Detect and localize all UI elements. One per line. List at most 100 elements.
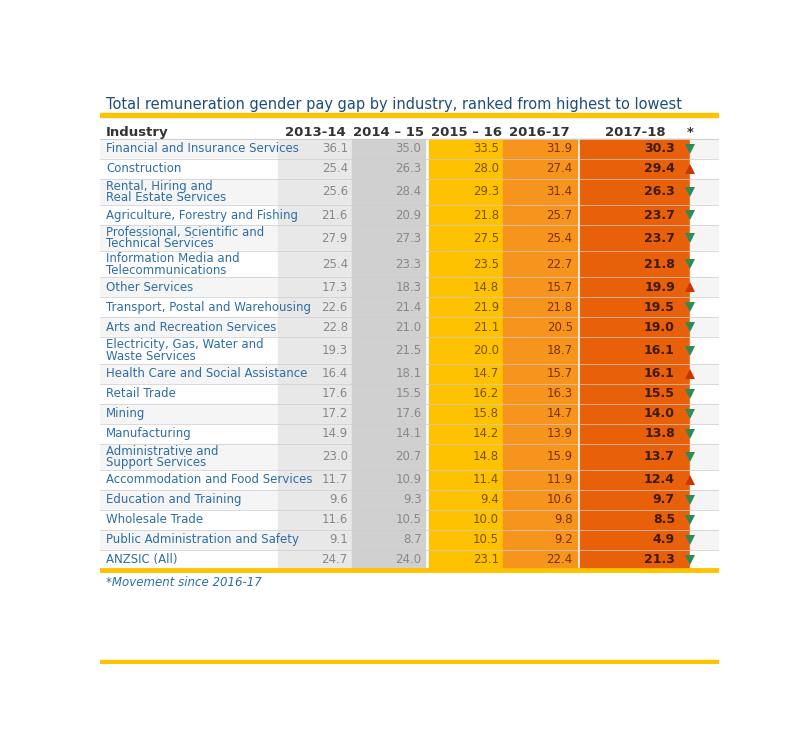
Text: Financial and Insurance Services: Financial and Insurance Services — [106, 142, 299, 155]
Bar — [503, 550, 577, 570]
Text: 36.1: 36.1 — [322, 142, 348, 155]
Text: Total remuneration gender pay gap by industry, ranked from highest to lowest: Total remuneration gender pay gap by ind… — [106, 97, 682, 112]
Text: 13.7: 13.7 — [644, 451, 675, 463]
Bar — [580, 139, 690, 159]
Bar — [580, 337, 690, 363]
Bar — [429, 225, 503, 251]
Bar — [100, 318, 278, 337]
Text: 4.9: 4.9 — [653, 533, 675, 547]
Bar — [352, 205, 425, 225]
Bar — [100, 363, 278, 383]
Text: 9.4: 9.4 — [480, 493, 499, 507]
Bar — [352, 404, 425, 424]
Text: 16.2: 16.2 — [473, 387, 499, 400]
Bar — [429, 383, 503, 404]
Bar — [690, 337, 719, 363]
Text: 10.6: 10.6 — [547, 493, 573, 507]
Text: 10.9: 10.9 — [396, 474, 422, 486]
Text: 24.0: 24.0 — [396, 554, 422, 566]
Text: 29.4: 29.4 — [644, 163, 675, 175]
Text: 25.6: 25.6 — [322, 186, 348, 198]
Bar — [100, 278, 278, 298]
Text: Administrative and: Administrative and — [106, 445, 219, 457]
Bar — [100, 113, 719, 117]
Text: 16.1: 16.1 — [644, 344, 675, 357]
Text: 27.5: 27.5 — [473, 231, 499, 245]
Text: 27.9: 27.9 — [322, 231, 348, 245]
Bar — [278, 205, 352, 225]
Text: 21.1: 21.1 — [473, 321, 499, 334]
Text: ANZSIC (All): ANZSIC (All) — [106, 554, 177, 566]
Bar — [690, 225, 719, 251]
Text: Manufacturing: Manufacturing — [106, 427, 192, 440]
Bar — [278, 159, 352, 179]
Text: 28.4: 28.4 — [396, 186, 422, 198]
Bar — [100, 139, 278, 159]
Bar — [352, 444, 425, 470]
Text: 20.7: 20.7 — [396, 451, 422, 463]
Text: 11.9: 11.9 — [547, 474, 573, 486]
Text: Other Services: Other Services — [106, 281, 193, 294]
Bar — [690, 444, 719, 470]
Bar — [690, 278, 719, 298]
Bar — [352, 225, 425, 251]
Text: 9.7: 9.7 — [653, 493, 675, 507]
Text: Health Care and Social Assistance: Health Care and Social Assistance — [106, 367, 308, 380]
Bar — [690, 318, 719, 337]
Text: 15.5: 15.5 — [644, 387, 675, 400]
Bar — [278, 530, 352, 550]
Bar — [278, 139, 352, 159]
Text: 18.7: 18.7 — [547, 344, 573, 357]
Bar — [429, 337, 503, 363]
Text: 15.7: 15.7 — [547, 281, 573, 294]
Text: Professional, Scientific and: Professional, Scientific and — [106, 226, 264, 239]
Bar — [503, 530, 577, 550]
Text: 2013-14: 2013-14 — [284, 127, 345, 140]
Text: 21.4: 21.4 — [396, 301, 422, 314]
Bar — [100, 470, 278, 490]
Text: 23.7: 23.7 — [644, 231, 675, 245]
Text: 9.6: 9.6 — [329, 493, 348, 507]
Bar — [503, 510, 577, 530]
Text: 14.7: 14.7 — [473, 367, 499, 380]
Text: 2017-18: 2017-18 — [605, 127, 666, 140]
Text: 30.3: 30.3 — [644, 142, 675, 155]
Bar — [429, 490, 503, 510]
Bar — [352, 337, 425, 363]
Bar — [100, 298, 278, 318]
Bar — [580, 159, 690, 179]
Bar — [278, 470, 352, 490]
Text: 14.2: 14.2 — [473, 427, 499, 440]
Bar — [278, 225, 352, 251]
Text: 9.8: 9.8 — [554, 513, 573, 527]
Bar — [352, 139, 425, 159]
Bar — [100, 205, 278, 225]
Bar — [352, 424, 425, 444]
Text: 20.0: 20.0 — [473, 344, 499, 357]
Text: 23.5: 23.5 — [473, 258, 499, 271]
Bar — [100, 444, 278, 470]
Text: Mining: Mining — [106, 407, 145, 420]
Text: Retail Trade: Retail Trade — [106, 387, 176, 400]
Bar — [503, 298, 577, 318]
Bar — [503, 205, 577, 225]
Bar — [278, 278, 352, 298]
Bar — [580, 225, 690, 251]
Bar — [100, 225, 278, 251]
Bar — [100, 490, 278, 510]
Bar — [503, 225, 577, 251]
Bar — [580, 490, 690, 510]
Text: 9.3: 9.3 — [403, 493, 422, 507]
Text: 14.1: 14.1 — [396, 427, 422, 440]
Bar — [503, 363, 577, 383]
Bar — [690, 298, 719, 318]
Bar — [429, 298, 503, 318]
Bar — [429, 404, 503, 424]
Bar — [100, 159, 278, 179]
Text: 28.0: 28.0 — [473, 163, 499, 175]
Text: 18.3: 18.3 — [396, 281, 422, 294]
Text: Waste Services: Waste Services — [106, 350, 196, 363]
Bar — [503, 404, 577, 424]
Text: 11.7: 11.7 — [322, 474, 348, 486]
Bar — [580, 510, 690, 530]
